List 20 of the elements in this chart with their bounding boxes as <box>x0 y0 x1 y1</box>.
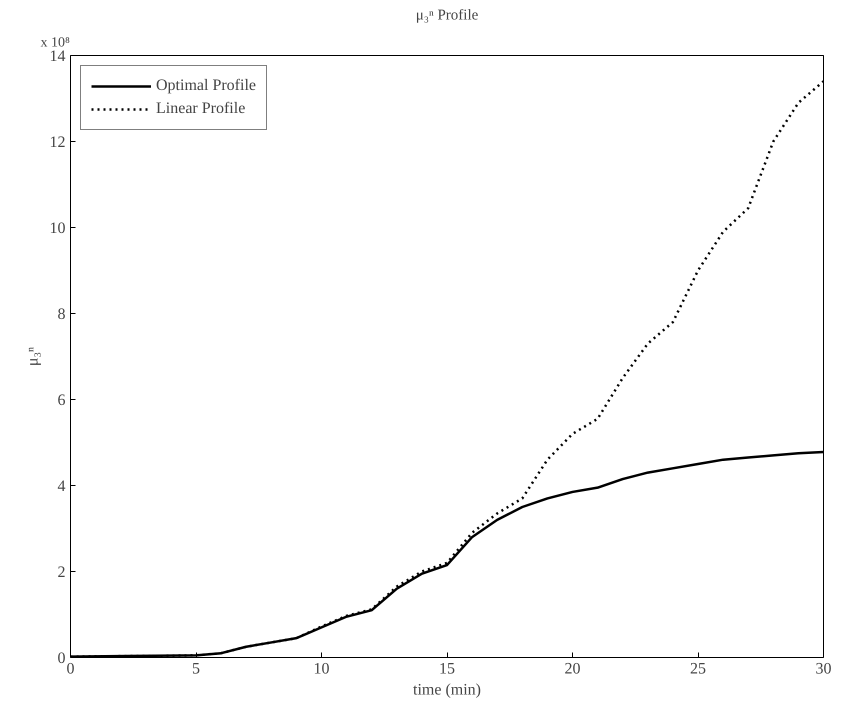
y-tick-label: 4 <box>58 478 66 495</box>
x-tick-label: 30 <box>816 660 832 678</box>
x-tick-label: 20 <box>564 660 580 678</box>
x-tick-label: 25 <box>690 660 706 678</box>
x-tick-label: 10 <box>314 660 330 678</box>
x-tick-label: 5 <box>192 660 200 678</box>
y-axis-title: μ₃ⁿ <box>24 346 42 366</box>
x-axis-title: time (min) <box>413 682 481 698</box>
y-tick-label: 8 <box>58 306 66 323</box>
x-tick-label: 15 <box>439 660 455 678</box>
y-tick-label: 0 <box>58 650 66 667</box>
legend-label: Linear Profile <box>156 100 246 118</box>
y-tick-label: 6 <box>58 392 66 409</box>
y-tick-label: 2 <box>58 564 66 581</box>
chart-title: μ₃ⁿ Profile <box>416 8 479 24</box>
text: x 10⁸ <box>40 36 70 50</box>
y-tick-label: 14 <box>50 48 66 65</box>
legend-label: Optimal Profile <box>156 77 256 95</box>
y-tick-label: 12 <box>50 134 66 151</box>
y-tick-label: 10 <box>50 220 66 237</box>
